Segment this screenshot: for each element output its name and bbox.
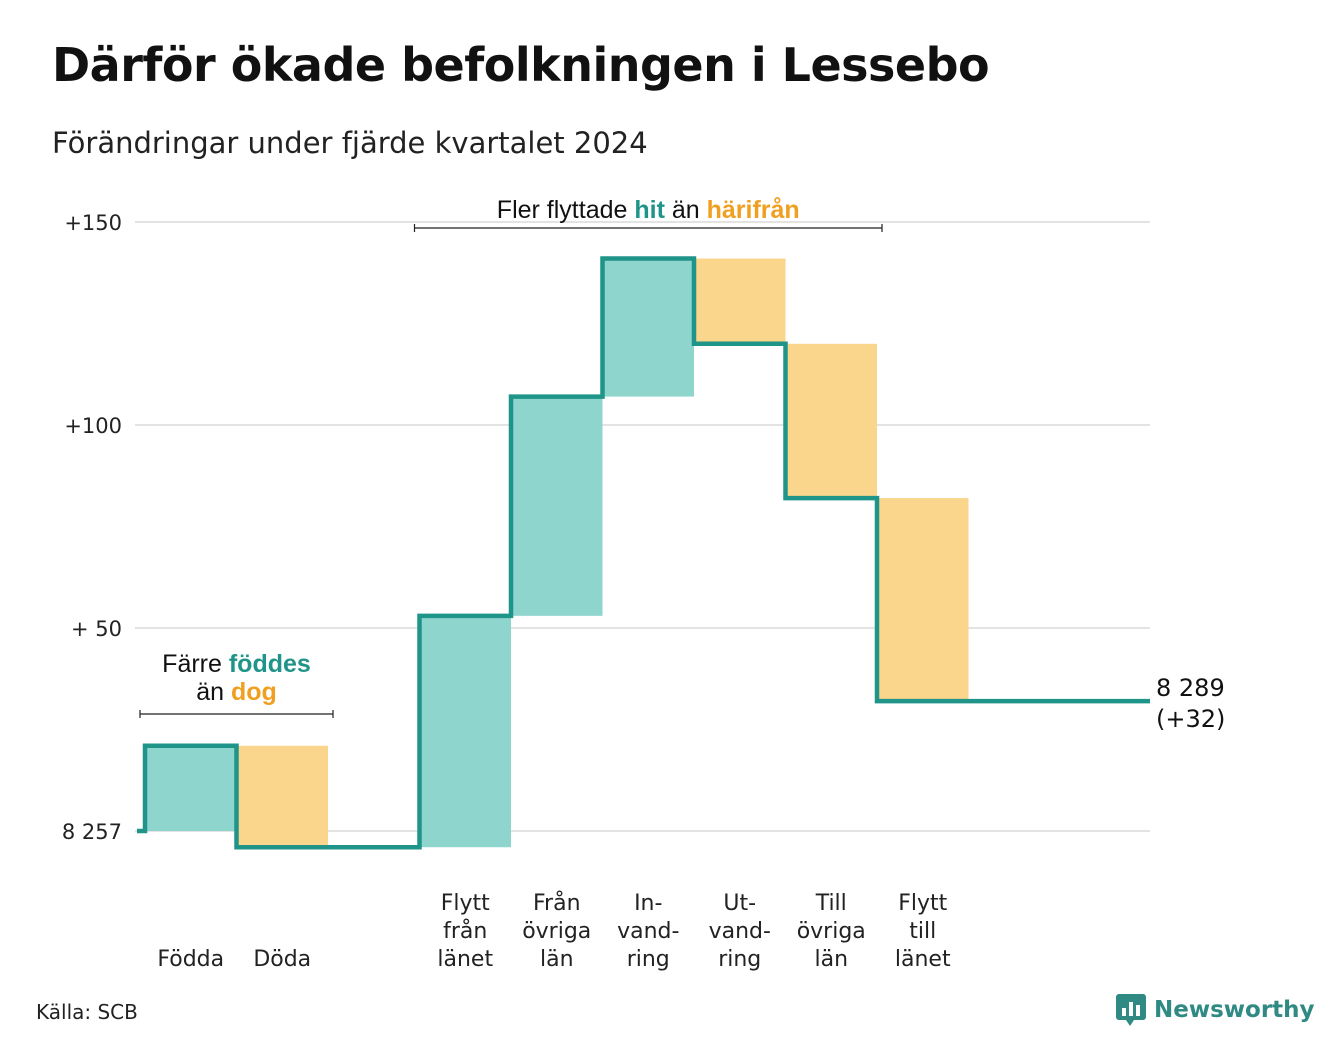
x-category-label: Ut-	[723, 891, 756, 916]
annotation-hit-text: hit	[634, 196, 665, 224]
x-category-label: Till	[815, 891, 847, 916]
annotation-migration: Fler flyttade hit än härifrån	[497, 196, 800, 224]
x-category-label: länet	[895, 947, 951, 972]
x-category-label: Födda	[157, 947, 224, 972]
x-category-label: Döda	[253, 947, 311, 972]
annotation-harifran-text: dog	[231, 678, 277, 706]
x-category-label: länet	[437, 947, 493, 972]
step-line	[137, 256, 1150, 850]
chart-title: Därför ökade befolkningen i Lessebo	[52, 38, 990, 92]
annotation-harifran-text: härifrån	[707, 196, 800, 224]
bar	[694, 258, 786, 344]
x-category-label: från	[443, 918, 487, 944]
bar	[785, 343, 877, 499]
annotation-plain-text: Färre	[162, 650, 229, 678]
y-tick-label: 8 257	[62, 820, 122, 844]
annotation-births-deaths-line2: än dog	[196, 678, 277, 706]
brand-name: Newsworthy	[1154, 997, 1315, 1023]
bar	[236, 745, 328, 848]
x-category-label: vand-	[617, 919, 679, 944]
x-category-label: till	[909, 919, 936, 944]
bar	[511, 396, 603, 616]
x-category-label: ring	[718, 947, 761, 972]
annotation-plain-text: Fler flyttade	[497, 196, 635, 224]
annotation-births-deaths: Färre föddes	[162, 650, 311, 678]
y-tick-label: +100	[64, 414, 122, 438]
x-category-label: Från	[533, 890, 581, 916]
bar	[602, 258, 694, 397]
source-note: Källa: SCB	[36, 1000, 138, 1024]
y-tick-label: +150	[64, 211, 122, 235]
annotation-hit-text: föddes	[229, 650, 311, 678]
bar	[419, 615, 511, 848]
x-category-label: övriga	[797, 919, 866, 944]
annotation-plain-text: än	[665, 196, 707, 224]
y-tick-label: + 50	[71, 617, 122, 641]
chart-subtitle: Förändringar under fjärde kvartalet 2024	[52, 126, 648, 160]
bar	[145, 745, 237, 831]
x-category-label: ring	[627, 947, 670, 972]
x-category-label: övriga	[522, 919, 591, 944]
brand-logo: Newsworthy	[1116, 994, 1315, 1026]
bar	[877, 498, 969, 702]
annotation-plain-text: än	[196, 678, 231, 706]
x-category-label: län	[540, 947, 574, 972]
x-category-label: Flytt	[441, 891, 490, 916]
final-change-label: (+32)	[1156, 705, 1225, 733]
newsworthy-logo-icon	[1116, 994, 1146, 1026]
x-category-label: län	[814, 947, 848, 972]
x-category-label: Flytt	[898, 891, 947, 916]
x-category-label: vand-	[709, 919, 771, 944]
final-value-label: 8 289	[1156, 674, 1225, 702]
x-category-label: In-	[634, 891, 662, 916]
